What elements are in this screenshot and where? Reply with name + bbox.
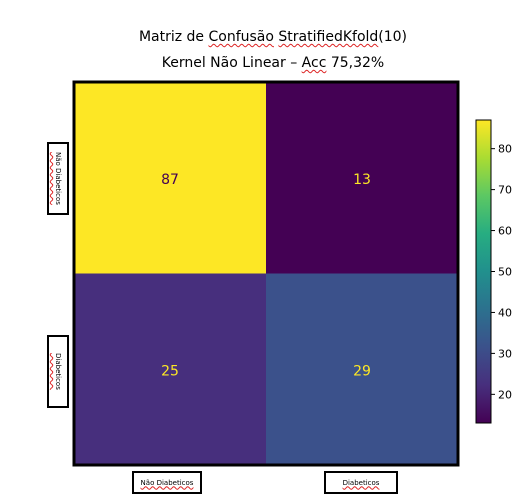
- colorbar-tick-label: 70: [498, 184, 512, 197]
- colorbar-tick-label: 20: [498, 388, 512, 401]
- heatmap-cell-value: 87: [161, 172, 179, 188]
- colorbar-tick-label: 80: [498, 143, 512, 156]
- y-label-nao-diabeticos: Não Diabeticos: [47, 142, 69, 215]
- chart-title-line-2: Kernel Não Linear – Acc 75,32%: [161, 55, 385, 71]
- colorbar-tick-label: 60: [498, 225, 512, 238]
- colorbar-tick-label: 50: [498, 266, 512, 279]
- heatmap-cell-value: 13: [353, 172, 371, 188]
- heatmap-cell-value: 29: [353, 363, 371, 379]
- heatmap-cell: [74, 82, 266, 274]
- colorbar: [475, 119, 492, 424]
- heatmap-cell: [266, 273, 458, 465]
- y-label-diabeticos: Diabeticos: [47, 335, 69, 408]
- x-label-diabeticos: Diabeticos: [324, 471, 398, 494]
- heatmap-cell: [266, 82, 458, 274]
- x-label-nao-diabeticos: Não Diabeticos: [132, 471, 202, 494]
- chart-title-line-1: Matriz de Confusão StratifiedKfold(10): [138, 29, 408, 45]
- heatmap-frame: [72, 80, 460, 467]
- colorbar-tick-label: 40: [498, 306, 512, 319]
- heatmap-cell-value: 25: [161, 363, 179, 379]
- heatmap-cell: [74, 273, 266, 465]
- colorbar-tick-label: 30: [498, 347, 512, 360]
